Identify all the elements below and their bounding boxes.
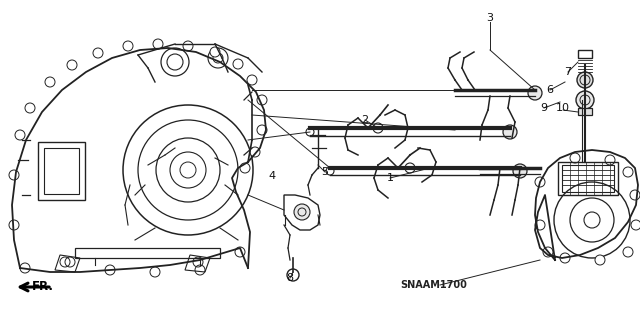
Text: 4: 4 — [268, 171, 276, 181]
Circle shape — [195, 265, 205, 275]
Circle shape — [503, 125, 517, 139]
Text: 10: 10 — [556, 103, 570, 113]
Text: 5: 5 — [321, 167, 328, 177]
Circle shape — [210, 47, 220, 57]
Text: 1: 1 — [387, 173, 394, 183]
Circle shape — [105, 265, 115, 275]
Circle shape — [560, 253, 570, 263]
Circle shape — [287, 269, 299, 281]
Circle shape — [67, 60, 77, 70]
Circle shape — [240, 163, 250, 173]
Circle shape — [250, 147, 260, 157]
Circle shape — [247, 75, 257, 85]
Circle shape — [233, 59, 243, 69]
Text: 3: 3 — [486, 13, 493, 23]
Text: 7: 7 — [564, 67, 572, 77]
Circle shape — [623, 167, 633, 177]
Text: FR.: FR. — [32, 280, 54, 293]
Text: 8: 8 — [287, 273, 294, 283]
Circle shape — [9, 170, 19, 180]
Circle shape — [9, 220, 19, 230]
Circle shape — [45, 77, 55, 87]
Circle shape — [93, 48, 103, 58]
Circle shape — [630, 190, 640, 200]
Circle shape — [605, 155, 615, 165]
Circle shape — [535, 177, 545, 187]
Circle shape — [570, 153, 580, 163]
Circle shape — [20, 263, 30, 273]
Circle shape — [257, 125, 267, 135]
Circle shape — [595, 255, 605, 265]
Text: 9: 9 — [540, 103, 548, 113]
Circle shape — [543, 247, 553, 257]
Circle shape — [235, 247, 245, 257]
Circle shape — [577, 72, 593, 88]
Text: 6: 6 — [547, 85, 554, 95]
Circle shape — [631, 220, 640, 230]
Polygon shape — [578, 108, 592, 115]
Circle shape — [528, 86, 542, 100]
Circle shape — [257, 95, 267, 105]
Circle shape — [183, 41, 193, 51]
Circle shape — [576, 91, 594, 109]
Circle shape — [623, 247, 633, 257]
Text: SNAAM1700: SNAAM1700 — [400, 280, 467, 290]
Circle shape — [153, 39, 163, 49]
Circle shape — [25, 103, 35, 113]
Circle shape — [65, 257, 75, 267]
Circle shape — [294, 204, 310, 220]
Circle shape — [150, 267, 160, 277]
Circle shape — [535, 220, 545, 230]
Circle shape — [123, 41, 133, 51]
Text: 2: 2 — [362, 115, 369, 125]
Circle shape — [513, 164, 527, 178]
Circle shape — [15, 130, 25, 140]
